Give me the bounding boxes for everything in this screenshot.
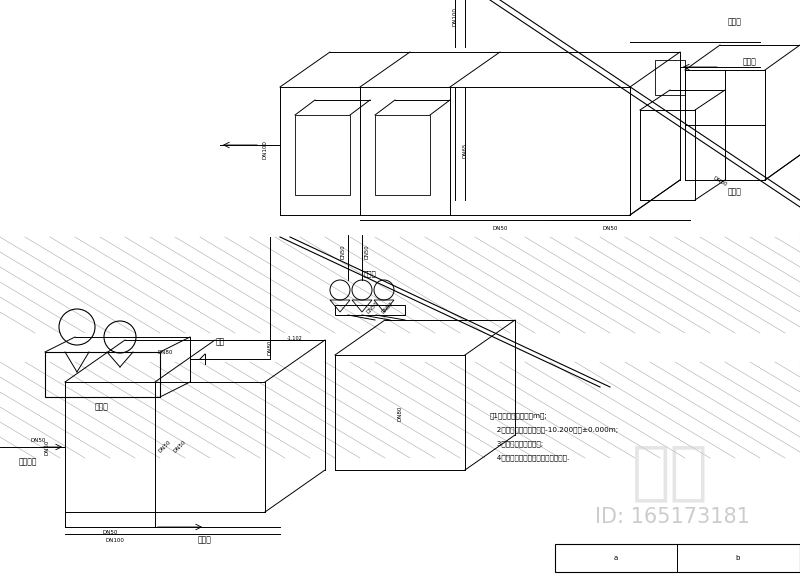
Text: DN50: DN50	[492, 227, 508, 231]
Text: DN80: DN80	[267, 339, 273, 355]
Bar	[555, 544, 800, 572]
Text: DN50: DN50	[365, 245, 370, 259]
Bar	[295, 115, 350, 195]
Bar	[335, 305, 405, 315]
Text: DN100: DN100	[453, 8, 458, 27]
Text: 来水管: 来水管	[728, 17, 742, 27]
Text: 知本: 知本	[632, 441, 708, 503]
Text: 注1、图中标高单位以m计;: 注1、图中标高单位以m计;	[490, 412, 548, 418]
Text: 风管: 风管	[215, 338, 225, 347]
Text: DN100: DN100	[262, 141, 267, 159]
Text: DN50: DN50	[341, 245, 346, 259]
Text: DN50: DN50	[158, 440, 172, 454]
Text: 2、以设备间地面标高为-10.200等于±0.000m;: 2、以设备间地面标高为-10.200等于±0.000m;	[490, 426, 618, 433]
Text: -1.102: -1.102	[287, 336, 303, 342]
Text: DN50: DN50	[45, 439, 50, 455]
Text: ID: 165173181: ID: 165173181	[594, 507, 750, 527]
Bar	[45, 352, 160, 397]
Text: 加压泵: 加压泵	[364, 271, 376, 278]
Text: a: a	[614, 555, 618, 561]
Text: 来水管: 来水管	[743, 58, 757, 66]
Text: 鼓风机: 鼓风机	[95, 403, 109, 411]
Text: DN50: DN50	[381, 301, 395, 315]
Text: DN50: DN50	[366, 301, 380, 315]
Bar	[375, 115, 430, 195]
Text: b: b	[736, 555, 740, 561]
Text: DN65: DN65	[462, 143, 467, 158]
Text: 4、进水管为从水箱底部接进入水算.: 4、进水管为从水箱底部接进入水算.	[490, 454, 570, 460]
Text: DN50: DN50	[102, 530, 118, 534]
Text: DN80: DN80	[158, 350, 173, 355]
Text: DN80: DN80	[398, 405, 402, 421]
Text: 集水箱: 集水箱	[728, 188, 742, 197]
Text: DN50: DN50	[30, 439, 46, 444]
Text: 软水管: 软水管	[198, 535, 212, 545]
Bar	[655, 60, 685, 95]
Text: 自来水管: 自来水管	[18, 458, 38, 466]
Text: DN50: DN50	[602, 227, 618, 231]
Text: 3、标高处注为管底标;: 3、标高处注为管底标;	[490, 440, 543, 447]
Text: DN100: DN100	[106, 538, 125, 542]
Text: DN50: DN50	[173, 440, 187, 454]
Text: DN80: DN80	[712, 176, 728, 188]
